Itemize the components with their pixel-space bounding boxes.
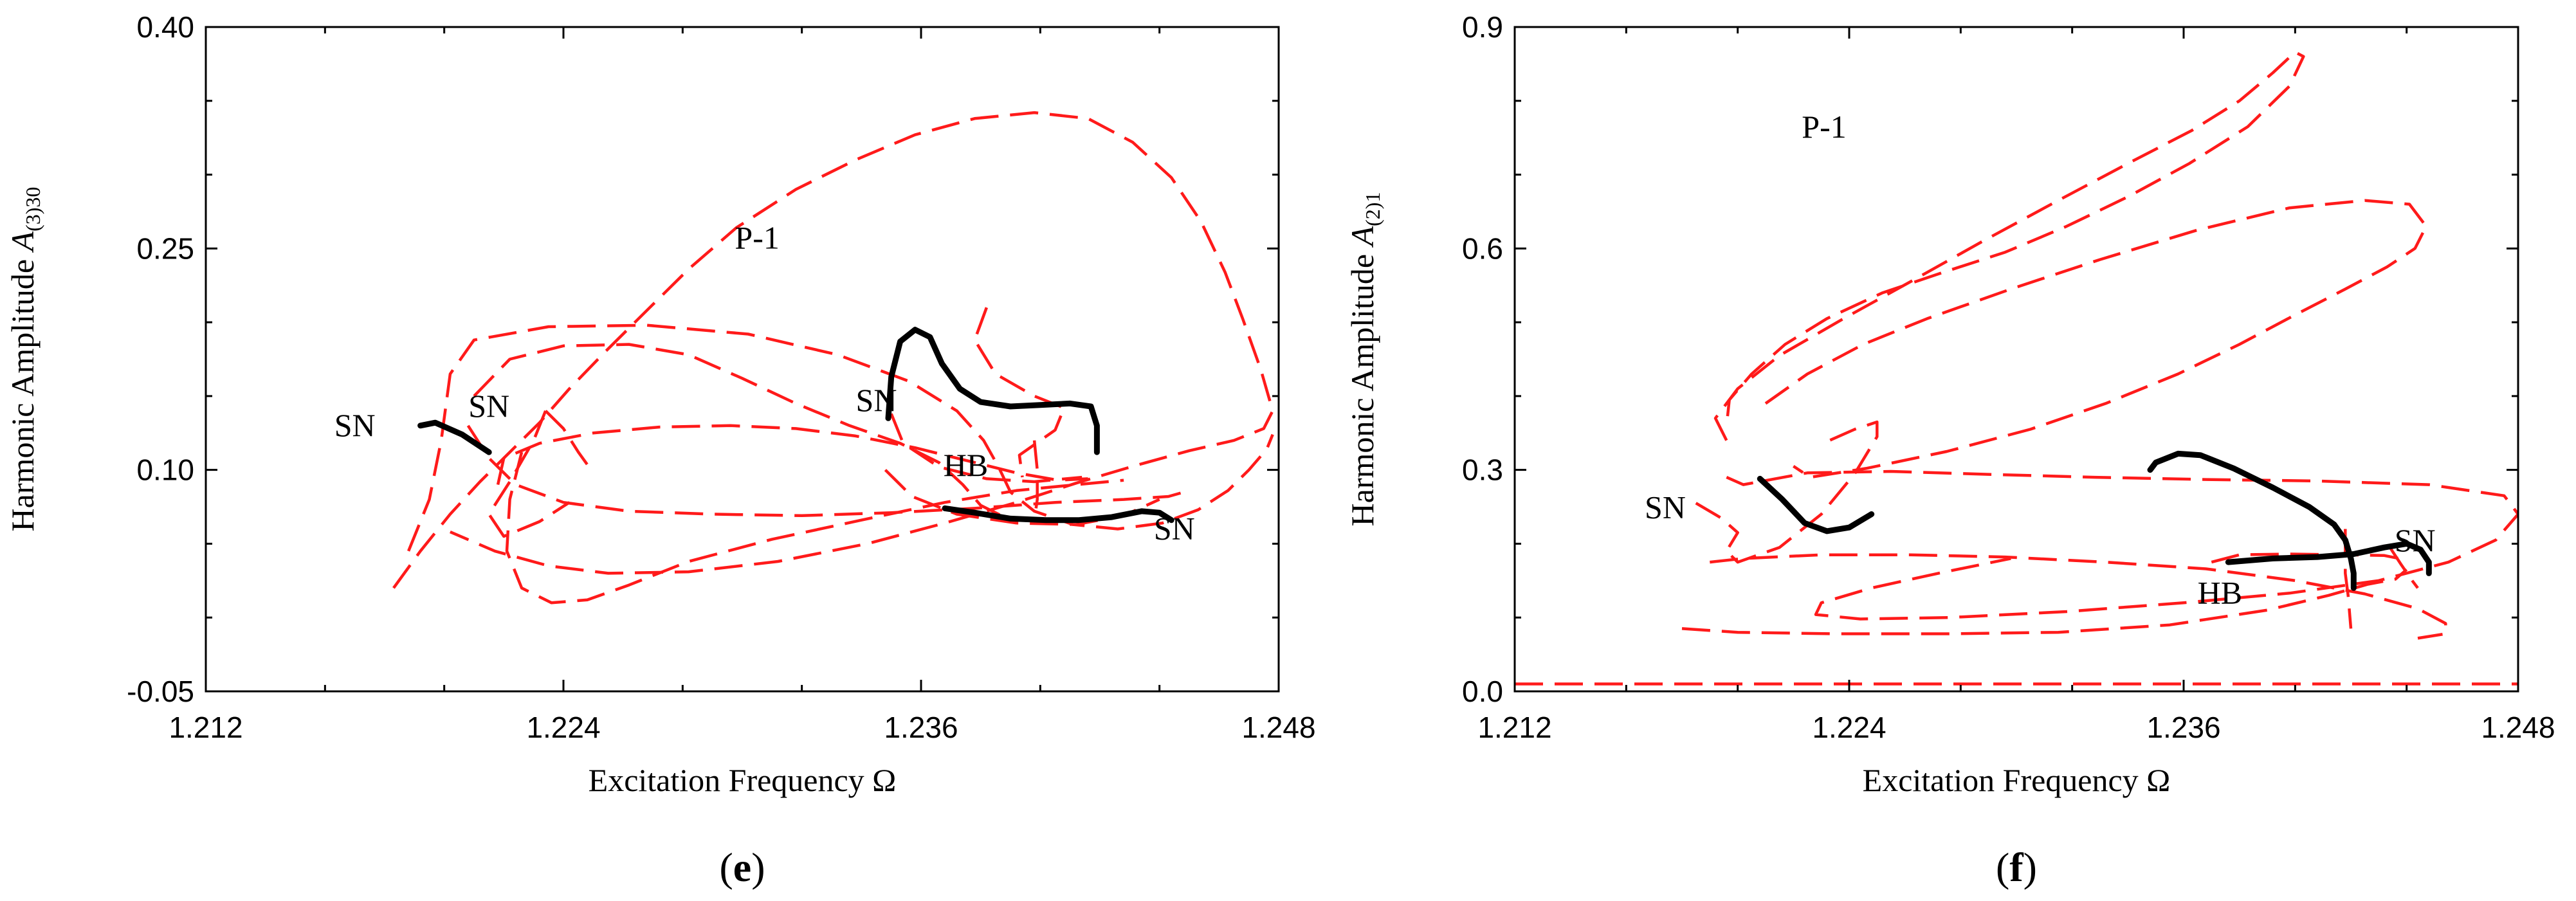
y-axis-title-text: Harmonic Amplitude [1344,246,1380,526]
panel-caption: (e) [719,844,765,890]
plot-area [1515,50,2518,686]
y-axis-title-symbol: A [5,231,41,253]
annotation-sn: SN [468,388,509,424]
y-tick-label: 0.25 [136,232,194,265]
y-axis-title: Harmonic Amplitude A(2)1 [1344,192,1384,527]
unstable-branch-6 [544,410,595,474]
annotation-hb: HB [2198,574,2242,610]
x-tick-label: 1.248 [2481,711,2555,744]
panel-caption: (f) [1996,844,2037,890]
unstable-branch-8 [2388,546,2419,589]
unstable-branch-11 [1032,440,1039,521]
annotation-sn: SN [1645,489,1686,525]
stable-branch-10 [1757,475,1875,534]
annotation-hb: HB [944,447,988,483]
unstable-branch-6 [2211,552,2407,564]
unstable-branch-3 [1710,553,2447,640]
x-tick-label: 1.236 [884,711,958,744]
y-axis-title-subscript: (2)1 [1361,192,1384,226]
y-tick-label: 0.3 [1462,453,1503,487]
y-axis-title-symbol: A [1344,226,1380,248]
x-tick-label: 1.224 [526,711,600,744]
chart-panel-f: 1.212 1.224 1.236 1.248 0.0 0.3 0.6 0.9 P-1 SN SN H… [1344,10,2555,890]
stable-branch-14 [942,505,1174,523]
unstable-branch-2 [1726,469,2518,621]
x-tick-label: 1.236 [2146,711,2220,744]
stable-branch-12 [417,419,492,455]
unstable-branch-8 [973,307,1066,478]
x-tick-label: 1.248 [1241,711,1315,744]
unstable-branch-0 [392,111,1274,589]
unstable-branch-5 [487,410,571,538]
x-tick-label: 1.212 [1477,711,1551,744]
y-axis-title-text: Harmonic Amplitude [5,251,41,531]
annotation-p-1: P-1 [735,219,779,255]
y-axis-title-subscript: (3)30 [21,187,44,232]
annotation-sn: SN [2395,522,2436,558]
plot-area [392,111,1274,605]
y-tick-label: 0.10 [136,453,194,487]
stable-branch-11 [2147,450,2357,591]
unstable-branch-5 [1681,568,2408,635]
stable-branch-13 [885,327,1100,455]
y-tick-label: 0.0 [1462,675,1503,708]
unstable-branch-10 [890,413,1082,484]
unstable-branch-4 [1695,420,1879,564]
x-tick-label: 1.212 [169,711,242,744]
y-tick-label: 0.40 [136,10,194,44]
unstable-branch-1 [1764,199,2428,479]
annotation-sn: SN [1154,511,1195,547]
annotation-sn: SN [856,382,897,418]
plot-frame [205,26,1280,693]
annotation-p-1: P-1 [1802,109,1846,145]
chart-panel-e: 1.212 1.224 1.236 1.248 -0.05 0.10 0.25 0.40 P-1… [5,10,1316,890]
unstable-branch-3 [473,343,1011,522]
y-tick-label: -0.05 [127,675,194,708]
annotation-sn: SN [334,407,376,443]
x-axis-title: Excitation Frequency Ω [1863,762,2171,798]
y-axis-title: Harmonic Amplitude A(3)30 [5,187,44,532]
plot-frame [1513,26,2519,693]
unstable-branch-1 [407,323,1274,552]
y-tick-label: 0.6 [1462,232,1503,265]
y-tick-label: 0.9 [1462,10,1503,44]
unstable-branch-4 [496,424,1088,486]
stable-branch-12 [2225,540,2432,576]
unstable-branch-2 [466,424,1190,518]
unstable-branch-7 [505,451,1124,605]
x-axis-title: Excitation Frequency Ω [589,762,897,798]
unstable-branch-0 [1713,50,2305,441]
x-tick-label: 1.224 [1812,711,1886,744]
